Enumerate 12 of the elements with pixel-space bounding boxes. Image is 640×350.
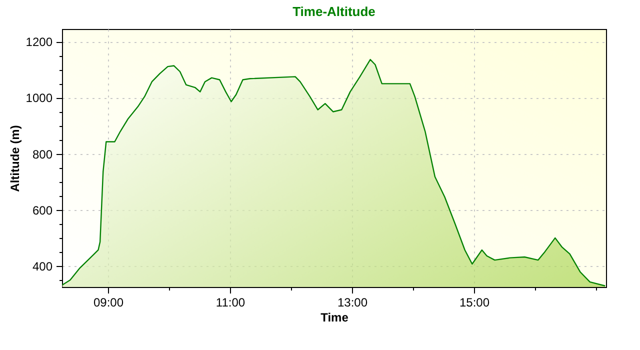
y-tick-label: 800 [32,147,53,162]
y-tick-label: 1000 [26,91,53,106]
y-tick-label: 400 [32,259,53,274]
y-tick-label: 600 [32,203,53,218]
x-axis-title: Time [320,310,349,324]
x-tick-label: 09:00 [93,296,124,310]
x-tick-label: 15:00 [459,296,490,310]
y-axis-title: Altitude (m) [8,125,22,192]
y-tick-label: 1200 [26,35,53,50]
chart-title: Time-Altitude [292,4,376,19]
x-tick-label: 13:00 [337,296,368,310]
x-tick-label: 11:00 [216,296,246,310]
